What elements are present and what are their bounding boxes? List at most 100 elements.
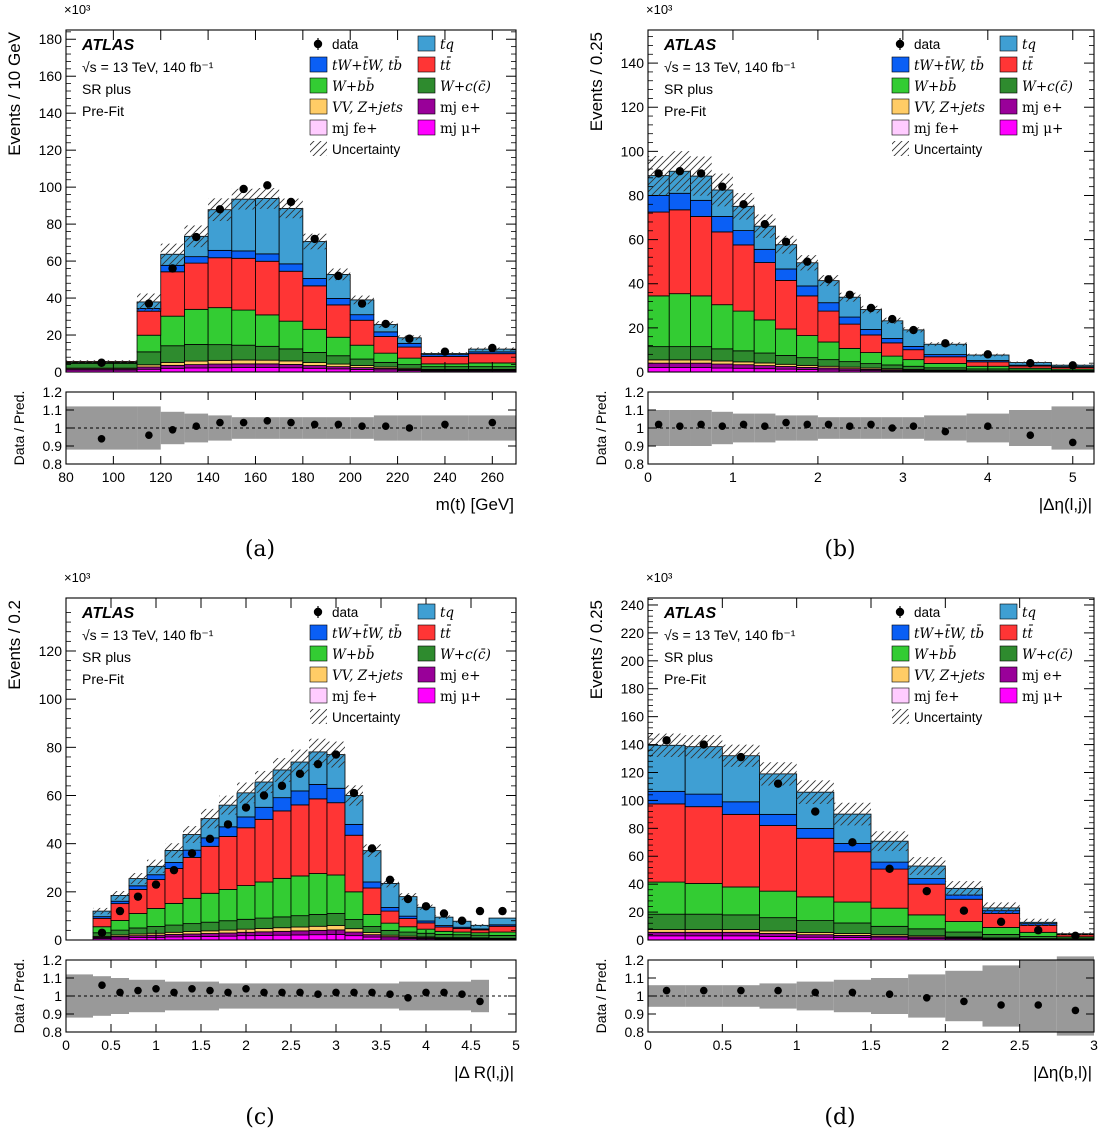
stack-bar-wbb [684, 883, 723, 915]
data-point [699, 740, 708, 749]
stack-bar-wc [398, 931, 418, 937]
stack-bar-vv [690, 359, 713, 364]
stack-bar-tw [902, 346, 925, 351]
data-point [1071, 931, 1080, 941]
legend-label: mj e+ [1022, 668, 1063, 684]
stack-bar-wbb [775, 328, 798, 356]
stack-bar-wc [207, 344, 233, 361]
stack-bar-wbb [817, 341, 840, 361]
data-point [675, 167, 685, 176]
data-point [357, 299, 367, 308]
stack-bar-tt [833, 851, 872, 903]
atlas-label: ATLAS [81, 605, 134, 622]
data-point [310, 234, 319, 244]
stack-bar-tw [349, 314, 375, 321]
ratio-point [676, 422, 684, 431]
legend-label: tt̄ [440, 57, 452, 74]
stack-bar-mu [255, 367, 280, 373]
x-tick-label: 240 [433, 469, 457, 485]
stack-bar-wc [349, 358, 375, 366]
legend-entry: tq [999, 35, 1036, 53]
uncertainty-band [279, 198, 303, 219]
ratio-point [697, 420, 705, 429]
stack-bar-wbb [207, 307, 233, 346]
region-label: SR plus [82, 649, 131, 665]
stack-bar-mu [308, 934, 328, 941]
stack-bar-tt [753, 262, 776, 321]
ratio-point [848, 988, 857, 997]
ratio-point [941, 427, 950, 436]
ratio-point [885, 990, 894, 998]
stack-bar-tt [160, 271, 185, 317]
legend-entry: tt̄ [417, 624, 452, 642]
data-point [845, 290, 854, 299]
ratio-point [867, 420, 875, 429]
legend-swatch [891, 98, 910, 115]
stack-bar-wbb [302, 328, 327, 353]
ratio-point [404, 994, 412, 1002]
stack-bar-tt [796, 295, 819, 337]
stack-bar-wbb [146, 908, 166, 927]
uncertainty-band [945, 881, 983, 896]
legend-swatch [999, 645, 1018, 662]
stack-bar-tt [881, 342, 904, 357]
stack-bar-wbb [398, 926, 418, 933]
panel-caption: (c) [245, 1105, 275, 1130]
legend-entry: tW+t̄W, tb̄ [891, 624, 984, 642]
stack-bar-tt [398, 918, 418, 928]
stack-bar-tw [302, 278, 327, 287]
data-point [403, 894, 413, 904]
stack-bar-mu [344, 935, 364, 941]
stack-bar-vv [218, 929, 238, 934]
data-points [97, 181, 497, 367]
stack-bar-wc [160, 345, 185, 363]
exponent-label: ×10³ [646, 2, 673, 17]
x-tick-label: 200 [339, 469, 363, 485]
stack-bar-mje [308, 929, 328, 936]
legend-entry: mj fe+ [309, 119, 378, 137]
uncertainty-band [908, 857, 946, 875]
legend-label: mj fe+ [332, 689, 378, 705]
stack-bar-tw [721, 801, 760, 815]
ratio-point [296, 988, 304, 997]
stack-bar-wbb [647, 295, 670, 348]
legend-label: tt̄ [1022, 625, 1034, 642]
stack-bar-wbb [200, 892, 220, 923]
stack-bar-tt [859, 334, 883, 353]
ratio-point [909, 422, 918, 431]
x-axis-label: |Δη(b,l)| [1033, 1063, 1092, 1082]
stack-bar-tw [254, 806, 274, 820]
stack-bar-wbb [128, 913, 148, 929]
x-axis-label: |Δη(l,j)| [1039, 495, 1092, 514]
legend-entry: mj fe+ [309, 687, 378, 705]
stack-bar-wc [278, 348, 304, 362]
data-point [215, 205, 225, 214]
data-point [739, 200, 748, 209]
stack [92, 751, 517, 941]
stack-bar-wc [255, 345, 280, 361]
y-axis: 0 20 40 60 80 100 120 140 160 180 [39, 31, 516, 380]
stack-bar-wbb [308, 873, 328, 915]
stack-bar-wc [110, 929, 130, 936]
stage-label: Pre-Fit [82, 671, 124, 687]
stack-bar-tw [859, 329, 883, 336]
stack-bar-tt [254, 818, 274, 883]
ratio-band [137, 406, 161, 450]
legend-entry: data [313, 37, 359, 52]
stack-bar-wbb [870, 907, 909, 927]
ratio-point [922, 994, 931, 1002]
stack-bar-wbb [290, 875, 310, 917]
data-points [97, 750, 507, 937]
legend-entry: VV, Z+jets [309, 98, 403, 116]
stack-bar-mu [721, 935, 760, 941]
x-tick-label: 1 [729, 469, 737, 485]
atlas-label: ATLAS [663, 37, 716, 54]
legend-entry: mj μ+ [999, 119, 1063, 137]
legend-label: mj fe+ [332, 121, 378, 137]
ratio-point [761, 422, 769, 431]
stack-bar-mje [647, 362, 670, 368]
ratio-point [170, 988, 178, 997]
stack-bar-tt [647, 803, 686, 883]
panel-caption: (b) [824, 537, 855, 562]
stack-bar-tw [255, 253, 280, 262]
